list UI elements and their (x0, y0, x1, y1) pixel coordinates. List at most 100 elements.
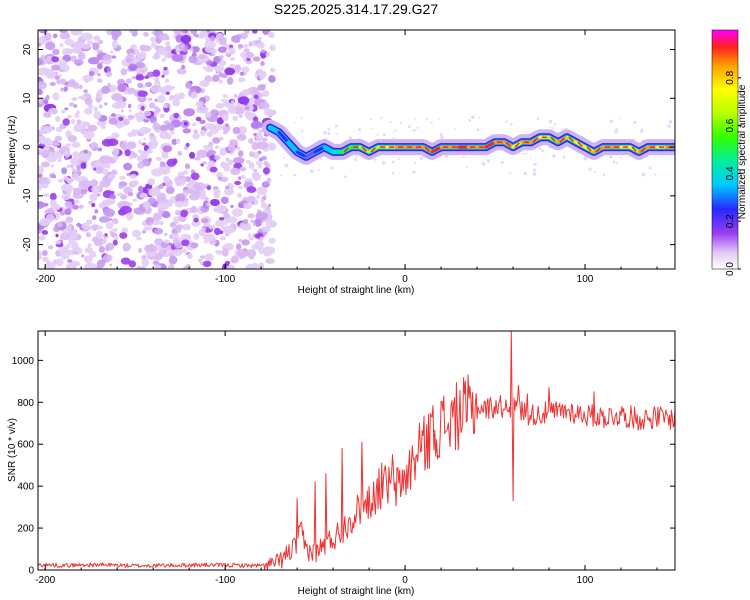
noise-blob (88, 200, 94, 205)
noise-blob (252, 56, 261, 62)
noise-blob (203, 222, 210, 228)
signal-core (568, 136, 575, 143)
noise-blob (66, 243, 71, 249)
scatter-dot (532, 172, 537, 176)
noise-blob (147, 97, 153, 101)
noise-blob (59, 43, 64, 48)
noise-blob (98, 216, 110, 223)
noise-blob (68, 220, 71, 224)
noise-blob (143, 110, 152, 117)
noise-blob (222, 225, 235, 235)
noise-blob (256, 141, 269, 150)
noise-blob (97, 147, 103, 152)
noise-blob (263, 108, 275, 116)
noise-blob (230, 100, 235, 104)
scatter-dot (376, 134, 379, 137)
signal-segment (286, 140, 299, 154)
noise-blob (96, 91, 104, 98)
scatter-dot (615, 128, 619, 132)
scatter-dot (374, 158, 377, 161)
noise-blob (193, 217, 199, 223)
noise-blob (64, 201, 73, 209)
scatter-dot (486, 159, 491, 163)
noise-blob (59, 30, 67, 33)
noise-blob (231, 255, 239, 264)
noise-blob (218, 55, 224, 60)
noise-blob (69, 102, 75, 107)
noise-blob (83, 149, 88, 154)
noise-blob (233, 157, 245, 165)
noise-blob (219, 40, 227, 46)
noise-blob (118, 181, 128, 187)
noise-blob (105, 242, 115, 251)
noise-blob (251, 244, 260, 250)
noise-blob (234, 144, 238, 148)
noise-blob (238, 114, 243, 118)
noise-blob (96, 62, 103, 70)
noise-blob (127, 117, 131, 122)
noise-blob (260, 61, 265, 67)
colorbar-tick-label: 0.6 (725, 118, 736, 132)
noise-blob (173, 238, 179, 245)
noise-blob (67, 259, 73, 263)
noise-blob (206, 131, 213, 138)
signal-core (487, 141, 494, 148)
noise-blob (38, 251, 43, 257)
noise-blob (165, 133, 172, 140)
noise-blob (208, 225, 216, 230)
noise-blob (104, 102, 108, 106)
scatter-dot (593, 171, 596, 173)
noise-blob (40, 125, 52, 133)
noise-blob (197, 258, 203, 263)
noise-blob (162, 68, 170, 76)
noise-blob (200, 255, 206, 259)
scatter-dot (533, 168, 536, 172)
noise-blob (98, 245, 105, 253)
scatter-dot (549, 126, 551, 129)
noise-blob (175, 138, 181, 144)
noise-blob (166, 202, 173, 208)
y-tick-label: 0 (28, 566, 34, 577)
noise-blob (258, 262, 265, 269)
noise-blob (261, 49, 266, 54)
noise-blob (38, 165, 44, 175)
noise-blob (111, 92, 123, 102)
noise-blob (136, 236, 142, 241)
noise-blob (151, 168, 164, 177)
noise-blob (204, 253, 214, 262)
noise-blob (173, 30, 183, 35)
noise-blob (63, 149, 71, 158)
noise-blob (109, 194, 116, 200)
noise-blob (244, 30, 250, 34)
noise-blob (180, 233, 192, 241)
noise-blob (53, 226, 60, 233)
noise-blob (99, 180, 111, 188)
noise-blob (175, 48, 180, 54)
noise-blob (38, 57, 44, 66)
noise-blob (73, 41, 84, 49)
noise-blob (200, 261, 204, 266)
noise-blob (96, 230, 103, 239)
noise-blob (102, 168, 109, 176)
noise-blob (162, 145, 173, 153)
noise-blob (111, 40, 119, 49)
noise-blob (256, 194, 260, 199)
signal-core (577, 141, 584, 148)
x-tick-label: 0 (402, 575, 408, 586)
noise-blob (147, 127, 151, 132)
y-tick-label: -20 (22, 237, 33, 252)
noise-blob (260, 198, 265, 204)
scatter-dot (416, 126, 419, 129)
noise-blob (248, 138, 254, 144)
noise-blob (99, 104, 103, 109)
scatter-dot (419, 156, 424, 160)
scatter-dot (615, 161, 619, 164)
noise-blob (132, 198, 138, 202)
signal-core (532, 136, 539, 143)
scatter-dot (327, 132, 331, 135)
colorbar-tick-label: 0.0 (725, 262, 736, 276)
signal-core (361, 146, 368, 153)
noise-blob (58, 59, 67, 68)
noise-blob (52, 48, 60, 56)
